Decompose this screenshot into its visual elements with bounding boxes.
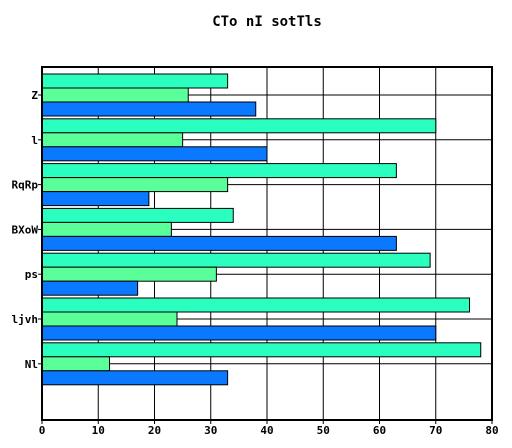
x-tick-label: 20 xyxy=(148,424,161,437)
bar xyxy=(41,311,178,327)
bar xyxy=(41,266,217,282)
x-tick-label: 0 xyxy=(39,424,46,437)
bar xyxy=(41,252,431,268)
y-tick-label: l xyxy=(31,134,38,147)
bar xyxy=(41,356,110,372)
bar xyxy=(41,87,189,103)
y-tick-label: ljvh xyxy=(12,313,39,326)
x-tick-label: 30 xyxy=(204,424,217,437)
x-tick-label: 10 xyxy=(92,424,105,437)
y-tick-label: Z xyxy=(31,89,38,102)
y-tick-label: ps xyxy=(25,268,38,281)
bar xyxy=(41,177,229,193)
y-tick-label: RqRp xyxy=(12,179,39,192)
bar xyxy=(41,101,257,117)
x-tick-label: 80 xyxy=(485,424,498,437)
bar xyxy=(41,73,229,89)
bar xyxy=(41,207,234,223)
y-tick-labels: Zl RqRp BXoW ps ljvh Nl xyxy=(12,89,42,371)
bar xyxy=(41,221,172,237)
bar xyxy=(41,325,437,341)
chart-title: CTo nI sotTls xyxy=(212,14,322,30)
bar xyxy=(41,146,268,162)
bar xyxy=(41,280,139,296)
x-tick-label: 50 xyxy=(317,424,330,437)
x-tick-labels: 0 10 20 30 40 50 60 70 80 xyxy=(39,420,499,437)
bar xyxy=(41,118,437,134)
bar xyxy=(41,163,397,179)
bar xyxy=(41,370,229,386)
bar xyxy=(41,297,470,313)
bar xyxy=(41,235,397,251)
plot-frame xyxy=(41,66,493,421)
bar xyxy=(41,191,150,207)
x-tick-label: 40 xyxy=(260,424,273,437)
x-tick-label: 60 xyxy=(373,424,386,437)
y-tick-label: BXoW xyxy=(12,223,39,236)
bar xyxy=(41,342,482,358)
bars xyxy=(41,73,482,386)
y-tick-label: Nl xyxy=(25,358,38,371)
bar xyxy=(41,132,184,148)
x-tick-label: 70 xyxy=(429,424,442,437)
